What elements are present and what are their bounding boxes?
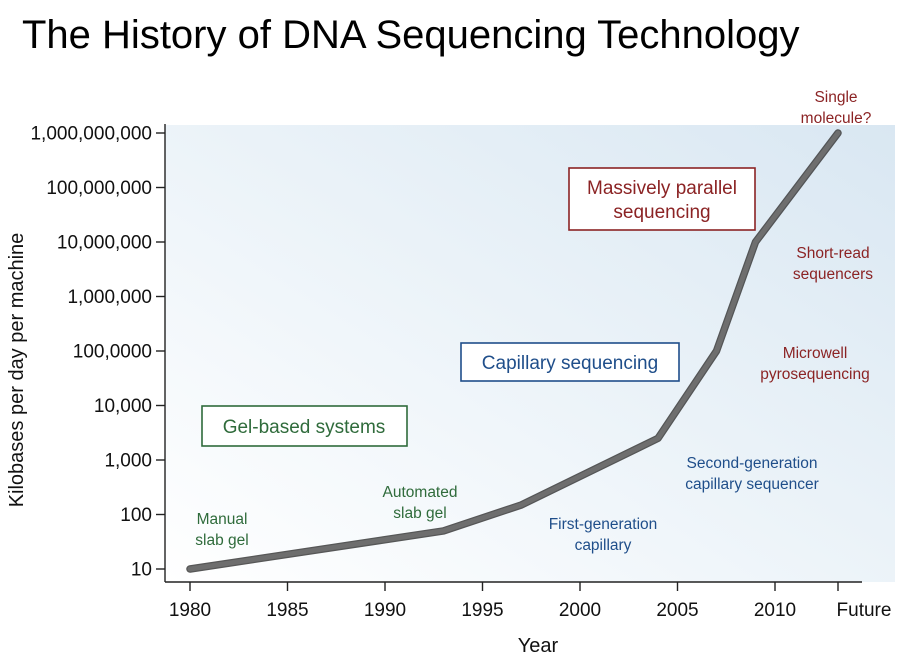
annotation-text: molecule? — [801, 110, 872, 127]
x-tick-label: Future — [837, 600, 892, 621]
era-box-gel-based-systems: Gel-based systems — [201, 405, 408, 447]
y-tick-label: 10,000 — [94, 396, 152, 417]
annotation-microwell-pyrosequencing: Microwell pyrosequencing — [760, 345, 869, 383]
chart-title: The History of DNA Sequencing Technology — [22, 13, 799, 57]
annotation-text: Single — [814, 89, 857, 106]
era-box-label: sequencing — [613, 202, 710, 223]
annotation-text: First-generation — [549, 516, 658, 533]
y-tick-label: 10 — [131, 560, 152, 581]
annotation-text: sequencers — [793, 266, 873, 283]
annotation-manual-slab-gel: Manual slab gel — [195, 511, 248, 549]
annotation-text: Second-generation — [687, 455, 818, 472]
y-tick-label: 100,000,000 — [46, 178, 152, 199]
series-line — [187, 130, 841, 572]
y-tick-label: 1,000,000,000 — [30, 124, 152, 145]
annotation-text: pyrosequencing — [760, 366, 869, 383]
annotation-short-read-sequencers: Short-read sequencers — [793, 245, 873, 283]
era-box-label: Capillary sequencing — [482, 353, 658, 374]
y-tick-label: 1,000,000 — [67, 287, 152, 308]
annotation-text: slab gel — [393, 505, 446, 522]
annotation-text: Automated — [383, 484, 458, 501]
era-box-frame — [201, 405, 408, 447]
era-box-label: Gel-based systems — [223, 417, 386, 438]
x-tick-label: 2010 — [754, 600, 796, 621]
era-box-frame — [460, 342, 680, 382]
annotation-text: Short-read — [796, 245, 869, 262]
annotation-text: capillary — [575, 537, 632, 554]
annotation-automated-slab-gel: Automated slab gel — [383, 484, 458, 522]
y-tick-label: 100 — [120, 505, 152, 526]
annotation-text: capillary sequencer — [685, 476, 819, 493]
x-tick-label: 2000 — [559, 600, 601, 621]
annotation-text: Manual — [197, 511, 248, 528]
y-tick-label: 100,0000 — [73, 342, 152, 363]
era-box-capillary-sequencing: Capillary sequencing — [460, 342, 680, 382]
tick-labels: 10 100 1,000 10,000 100,0000 1,000,000 10,000,… — [30, 124, 891, 622]
y-axis-title: Kilobases per day per machine — [6, 233, 28, 508]
annotation-text: slab gel — [195, 532, 248, 549]
annotation-second-generation-capillary-sequencer: Second-generation capillary sequencer — [685, 455, 819, 493]
era-boxes: Gel-based systems Capillary sequencing Mas… — [201, 167, 756, 447]
y-tick-label: 10,000,000 — [57, 233, 152, 254]
annotation-text: Microwell — [783, 345, 848, 362]
annotation-single-molecule: Single molecule? — [801, 89, 872, 127]
annotations: Manual slab gel Automated slab gel First-gen… — [195, 89, 873, 554]
era-box-frame — [568, 167, 756, 231]
x-tick-label: 1985 — [266, 600, 308, 621]
axes — [156, 124, 862, 591]
x-tick-label: 2005 — [656, 600, 698, 621]
x-axis-title: Year — [518, 635, 559, 657]
era-box-label: Massively parallel — [587, 178, 737, 199]
x-tick-label: 1980 — [169, 600, 211, 621]
era-box-massively-parallel-sequencing: Massively parallel sequencing — [568, 167, 756, 231]
annotation-first-generation-capillary: First-generation capillary — [549, 516, 658, 554]
y-tick-label: 1,000 — [104, 451, 152, 472]
series — [186, 129, 842, 573]
x-tick-label: 1990 — [364, 600, 406, 621]
x-tick-label: 1995 — [461, 600, 503, 621]
